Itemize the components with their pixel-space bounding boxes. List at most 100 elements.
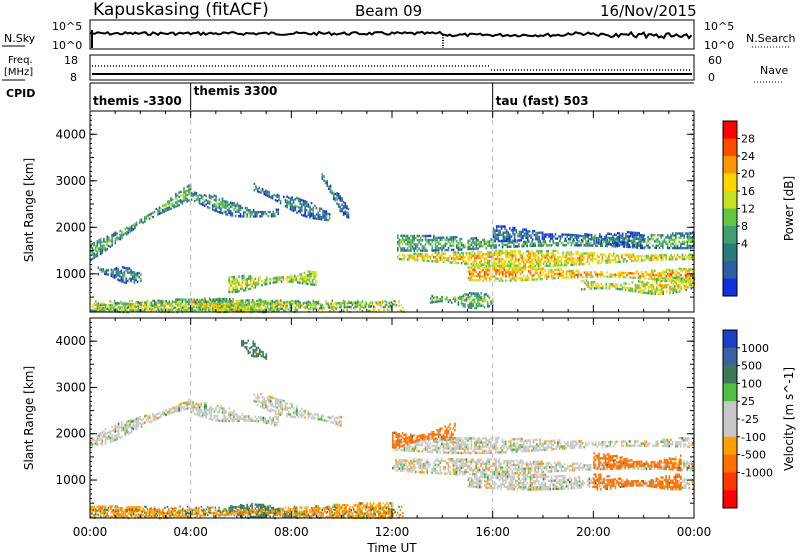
scatter-cell	[312, 206, 315, 209]
scatter-cell	[675, 244, 677, 248]
scatter-cell	[442, 246, 445, 250]
scatter-cell	[678, 236, 680, 239]
scatter-cell	[305, 282, 307, 285]
scatter-cell	[474, 266, 476, 269]
scatter-cell	[534, 278, 537, 281]
scatter-cell	[161, 310, 164, 313]
scatter-cell	[562, 253, 564, 256]
scatter-cell	[309, 212, 311, 215]
scatter-cell	[539, 264, 541, 268]
scatter-cell	[627, 241, 630, 244]
scatter-cell	[127, 420, 130, 423]
scatter-cell	[277, 299, 279, 302]
scatter-cell	[520, 230, 523, 234]
scatter-cell	[621, 236, 624, 240]
scatter-cell	[607, 236, 609, 239]
scatter-cell	[555, 249, 558, 253]
scatter-cell	[125, 279, 127, 282]
scatter-cell	[559, 255, 561, 259]
scatter-cell	[506, 262, 509, 265]
scatter-cell	[603, 240, 605, 243]
scatter-cell	[391, 303, 393, 306]
scatter-cell	[168, 300, 171, 303]
scatter-cell	[235, 288, 237, 291]
scatter-cell	[588, 252, 590, 255]
scatter-cell	[228, 278, 230, 281]
scatter-cell	[115, 302, 117, 305]
scatter-cell	[636, 244, 639, 247]
scatter-cell	[111, 429, 113, 433]
scatter-cell	[257, 211, 260, 214]
scatter-cell	[405, 249, 407, 252]
scatter-cell	[591, 260, 594, 263]
scatter-cell	[342, 207, 345, 210]
scatter-cell	[233, 278, 235, 281]
scatter-cell	[155, 303, 157, 307]
scatter-cell	[319, 217, 321, 221]
scatter-cell	[277, 420, 279, 423]
scatter-cell	[325, 210, 328, 213]
scatter-cell	[193, 404, 196, 407]
scatter-cell	[649, 275, 651, 278]
scatter-cell	[628, 243, 630, 247]
scatter-cell	[98, 436, 100, 440]
scatter-cell	[662, 244, 664, 247]
scatter-cell	[118, 307, 121, 310]
scatter-cell	[673, 271, 676, 274]
scatter-cell	[211, 195, 214, 199]
scatter-cell	[101, 435, 104, 438]
scatter-cell	[554, 256, 556, 259]
scatter-cell	[192, 403, 194, 406]
scatter-cell	[624, 288, 627, 292]
scatter-cell	[482, 266, 484, 270]
scatter-cell	[644, 254, 646, 258]
scatter-cell	[302, 282, 304, 285]
scatter-cell	[126, 429, 128, 432]
scatter-cell	[411, 256, 414, 259]
scatter-cell	[509, 235, 511, 238]
scatter-cell	[194, 302, 197, 306]
scatter-cell	[178, 301, 180, 304]
scatter-cell	[582, 275, 584, 278]
scatter-cell	[261, 190, 264, 193]
scatter-cell	[480, 292, 483, 295]
scatter-cell	[437, 240, 440, 244]
scatter-cell	[647, 273, 649, 276]
scatter-cell	[297, 302, 300, 305]
scatter-cell	[202, 413, 204, 416]
scatter-cell	[510, 273, 512, 276]
scatter-cell	[197, 302, 199, 305]
scatter-cell	[218, 305, 220, 308]
scatter-cell	[262, 281, 265, 284]
scatter-cell	[150, 309, 152, 311]
scatter-cell	[656, 288, 658, 291]
scatter-cell	[681, 240, 684, 243]
scatter-cell	[610, 233, 612, 236]
scatter-cell	[258, 300, 261, 304]
scatter-cell	[274, 214, 276, 218]
scatter-cell	[111, 440, 113, 443]
scatter-cell	[634, 243, 636, 247]
scatter-cell	[356, 303, 359, 306]
scatter-cell	[208, 297, 211, 300]
scatter-cell	[265, 191, 267, 194]
scatter-cell	[527, 260, 530, 264]
scatter-cell	[431, 245, 433, 248]
scatter-cell	[282, 304, 284, 307]
scatter-cell	[306, 306, 308, 308]
scatter-cell	[301, 203, 303, 206]
scatter-cell	[130, 269, 132, 272]
scatter-cell	[320, 216, 323, 219]
scatter-cell	[276, 301, 278, 304]
scatter-cell	[572, 257, 574, 260]
scatter-cell	[446, 298, 448, 301]
scatter-cell	[121, 421, 123, 424]
scatter-cell	[295, 278, 298, 282]
scatter-cell	[497, 237, 500, 241]
scatter-cell	[528, 270, 530, 273]
scatter-cell	[532, 265, 535, 269]
scatter-cell	[415, 252, 417, 255]
scatter-cell	[686, 274, 689, 277]
scatter-cell	[436, 238, 438, 242]
scatter-cell	[563, 244, 566, 247]
